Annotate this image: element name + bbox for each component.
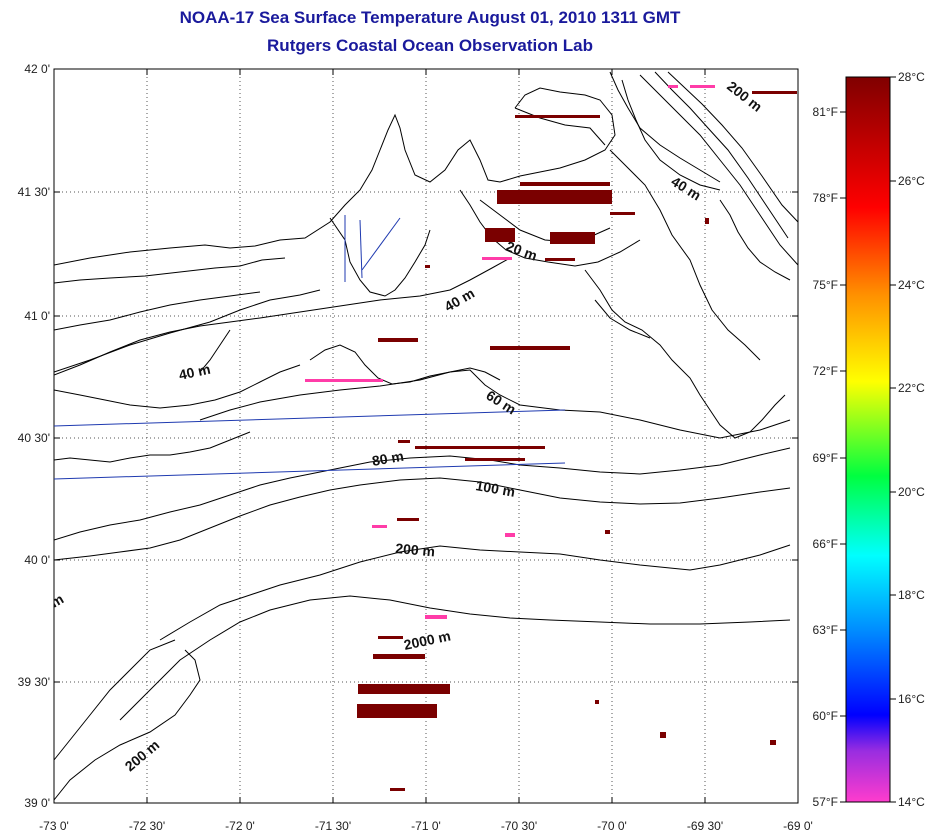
celsius-label: 24°C xyxy=(898,278,925,292)
contour-label: 100 m xyxy=(474,477,516,500)
lat-label: 41 30' xyxy=(18,185,50,199)
satellite-track-lines xyxy=(54,215,566,480)
temperature-colorbar xyxy=(845,76,891,803)
sst-cool-patches xyxy=(305,85,715,619)
fahrenheit-label: 75°F xyxy=(813,278,838,292)
celsius-label: 18°C xyxy=(898,588,925,602)
lon-label: -73 0' xyxy=(39,819,69,833)
contour-label: 40 m xyxy=(177,361,212,383)
sst-warm-patches xyxy=(357,91,797,791)
colorbar-fahrenheit-labels: 81°F 78°F 75°F 72°F 69°F 66°F 63°F 60°F … xyxy=(813,105,838,809)
celsius-label: 14°C xyxy=(898,795,925,809)
map-title: NOAA-17 Sea Surface Temperature August 0… xyxy=(179,8,681,27)
fahrenheit-label: 69°F xyxy=(813,451,838,465)
celsius-label: 20°C xyxy=(898,485,925,499)
lon-label: -70 0' xyxy=(597,819,627,833)
contour-label: 80 m xyxy=(371,448,405,469)
lon-label: -72 0' xyxy=(225,819,255,833)
map-frame xyxy=(53,68,799,804)
contour-label: 200 m xyxy=(395,540,436,559)
lon-label: -69 30' xyxy=(687,819,723,833)
lon-label: -71 0' xyxy=(411,819,441,833)
colorbar-ticks xyxy=(840,76,896,803)
graticule xyxy=(54,69,798,803)
lon-label: -72 30' xyxy=(129,819,165,833)
fahrenheit-label: 63°F xyxy=(813,623,838,637)
fahrenheit-label: 78°F xyxy=(813,191,838,205)
lat-label: 40 0' xyxy=(24,553,50,567)
lat-label: 39 30' xyxy=(18,675,50,689)
lon-label: -70 30' xyxy=(501,819,537,833)
lat-label: 42 0' xyxy=(24,62,50,76)
frame-ticks xyxy=(54,69,798,803)
celsius-label: 22°C xyxy=(898,381,925,395)
celsius-label: 26°C xyxy=(898,174,925,188)
celsius-label: 16°C xyxy=(898,692,925,706)
lat-label: 40 30' xyxy=(18,431,50,445)
map-subtitle: Rutgers Coastal Ocean Observation Lab xyxy=(267,36,593,55)
fahrenheit-label: 60°F xyxy=(813,709,838,723)
longitude-labels: -73 0' -72 30' -72 0' -71 30' -71 0' -70… xyxy=(39,819,813,833)
fahrenheit-label: 81°F xyxy=(813,105,838,119)
fahrenheit-label: 66°F xyxy=(813,537,838,551)
lat-label: 39 0' xyxy=(24,796,50,810)
fahrenheit-label: 57°F xyxy=(813,795,838,809)
lat-label: 41 0' xyxy=(24,309,50,323)
lon-label: -69 0' xyxy=(783,819,813,833)
bathymetry-contours xyxy=(54,71,798,801)
celsius-label: 28°C xyxy=(898,70,925,84)
colorbar-celsius-labels: 28°C 26°C 24°C 22°C 20°C 18°C 16°C 14°C xyxy=(898,70,925,809)
lon-label: -71 30' xyxy=(315,819,351,833)
fahrenheit-label: 72°F xyxy=(813,364,838,378)
latitude-labels: 42 0' 41 30' 41 0' 40 30' 40 0' 39 30' 3… xyxy=(18,62,50,810)
